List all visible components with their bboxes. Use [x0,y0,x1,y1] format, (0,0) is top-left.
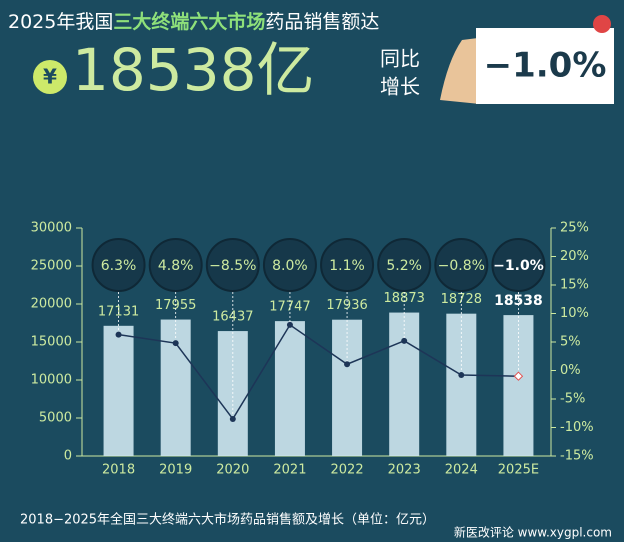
growth-point [344,361,351,368]
x-tick-label: 2019 [159,463,192,478]
watermark: 新医改评论 www.xygpl.com [454,525,612,540]
bubble-label: 6.3% [101,258,137,274]
bubble [91,238,146,292]
caption: 2018−2025年全国三大终端六大市场药品销售额及增长（单位：亿元） [20,512,435,528]
y-tick-label: 5000 [39,411,72,426]
title-highlight: 三大终端六大市场 [113,10,265,33]
bubble [320,238,375,292]
bar [503,315,534,456]
bar-label: 17131 [98,304,139,319]
bubble [205,238,260,292]
bubble [262,238,317,292]
bubble [491,238,546,292]
yoy-label: 增长 [380,75,420,99]
chart: 0 5000 10000 15000 20000 25000 30000 -15% -10% -5… [31,221,594,478]
amount: 18538亿 [72,36,315,104]
currency: ¥ [43,65,57,89]
hand [440,38,480,104]
ribbon [593,15,611,33]
x-tick-label: 2021 [273,463,306,478]
y2-tick-label: 20% [560,249,589,264]
bubble-label: 1.1% [329,258,365,274]
x-tick-label: 2024 [445,463,478,478]
bubble-label: −0.8% [438,258,485,274]
x-tick-label: 2022 [331,463,364,478]
y-tick-label: 20000 [31,297,72,312]
bar [446,313,477,456]
y-tick-label: 10000 [31,373,72,388]
bubble [148,238,203,292]
y-tick-label: 30000 [31,221,72,236]
bar [389,312,420,456]
growth-point [229,415,236,422]
card [476,28,614,104]
y-tick-label: 15000 [31,335,72,350]
y-tick-label: 0 [64,449,72,464]
x-tick-label: 2023 [388,463,421,478]
bar-label: 18728 [441,292,482,307]
y2-tick-label: 10% [560,306,589,321]
bar-label: 17747 [269,300,310,315]
yoy-label: 同比 [380,47,420,71]
currency-icon [33,60,67,94]
growth-line [118,323,519,421]
y2-tick-label: -15% [560,449,594,464]
y2-tick-label: -10% [560,420,594,435]
y2-tick-label: 25% [560,221,589,236]
bar [103,325,134,456]
growth-point [172,340,179,347]
bar [332,319,363,456]
y2-tick-label: 15% [560,278,589,293]
title-suffix: 药品销售额达 [265,11,379,33]
y2-tick-label: 0% [560,363,581,378]
bubble-label: −8.5% [209,258,256,274]
x-tick-label: 2018 [102,463,135,478]
growth-point [286,321,293,328]
y2-tick-label: 5% [560,335,581,350]
bar-label: 18873 [384,291,425,306]
growth-point [458,372,465,379]
bubble [434,238,489,292]
title: 2025年我国三大终端六大市场药品销售额达 [8,10,379,33]
bubble-label: 4.8% [158,258,194,274]
growth-point [401,337,408,344]
title-prefix: 2025年我国 [8,11,113,33]
bubble-label: 8.0% [272,258,308,274]
bar [274,321,305,456]
x-tick-label: 2020 [216,463,249,478]
growth-point [513,371,524,381]
yoy-value: −1.0% [484,46,607,86]
x-tick-label: 2025E [498,463,539,478]
y2-tick-label: -5% [560,392,585,407]
bubble-label: −1.0% [493,258,544,274]
bubble-label: 5.2% [386,258,422,274]
growth-point [115,331,122,338]
y-tick-label: 25000 [31,259,72,274]
bubble [377,238,432,292]
